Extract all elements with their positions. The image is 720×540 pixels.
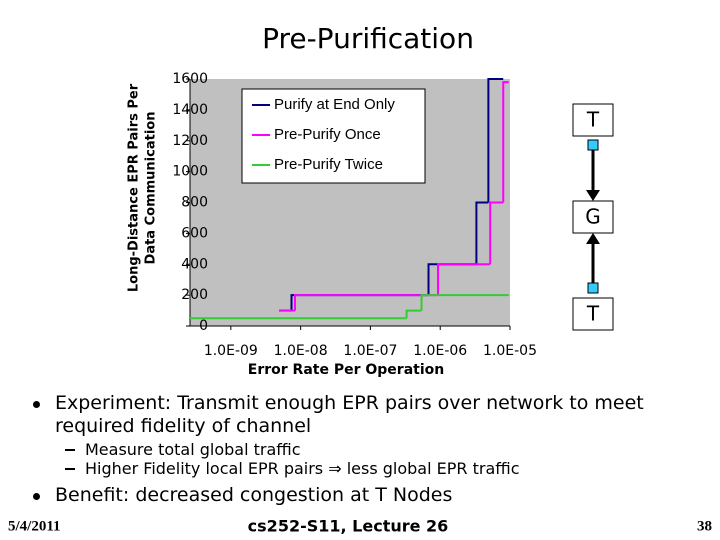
node-port	[587, 282, 599, 294]
node-label: G	[585, 205, 601, 229]
node-box	[572, 103, 614, 137]
x-tick-label: 1.0E-09	[204, 343, 258, 359]
step-segment	[420, 294, 509, 311]
bullet-marker	[65, 468, 75, 470]
x-tick-label: 1.0E-06	[413, 343, 467, 359]
node-box	[572, 297, 614, 331]
text: Experiment: Transmit enough EPR pairs ov…	[55, 392, 644, 437]
step-segment	[475, 201, 489, 265]
arrow-head	[586, 190, 600, 201]
arrow-head	[586, 233, 600, 244]
x-tick-label: 1.0E-07	[343, 343, 397, 359]
footer-page: 38	[697, 518, 712, 534]
x-tick-label: 1.0E-08	[274, 343, 328, 359]
legend-label: Pre-Purify Once	[274, 126, 381, 143]
step-segment	[293, 294, 439, 311]
bullet-marker	[33, 401, 40, 408]
y-tick-label: 400	[181, 256, 208, 272]
y-axis-label: Long-Distance EPR Pairs Per	[127, 83, 142, 292]
step-segment	[502, 81, 509, 203]
step-segment	[487, 78, 504, 203]
y-tick-label: 800	[181, 195, 208, 211]
x-axis-label: Error Rate Per Operation	[248, 362, 444, 378]
step-segment	[405, 309, 422, 319]
node-diagram: T G T	[572, 103, 614, 331]
bullet-marker	[65, 449, 75, 451]
text: Benefit: decreased congestion at T Nodes	[55, 484, 453, 506]
node-port	[587, 139, 599, 151]
footer-date: 5/4/2011	[8, 518, 61, 534]
sub-bullet: Measure total global traffic	[65, 440, 685, 459]
text: Higher Fidelity local EPR pairs ⇒ less g…	[85, 459, 520, 478]
legend-box	[241, 88, 426, 184]
node-label: T	[586, 302, 600, 326]
legend-label: Purify at End Only	[274, 96, 395, 113]
y-tick-label: 200	[181, 287, 208, 303]
y-axis-label: Data Communication	[144, 112, 159, 265]
x-tick-label: 1.0E-05	[483, 343, 537, 359]
bullet: Experiment: Transmit enough EPR pairs ov…	[33, 392, 695, 438]
bullet: Benefit: decreased congestion at T Nodes	[33, 484, 695, 507]
legend-label: Pre-Purify Twice	[274, 156, 383, 173]
sub-bullet: Higher Fidelity local EPR pairs ⇒ less g…	[65, 459, 685, 478]
footer-course: cs252-S11, Lecture 26	[248, 517, 449, 536]
slide-title: Pre-Purification	[262, 22, 474, 55]
node-label: T	[586, 108, 600, 132]
y-tick-label: 600	[181, 225, 208, 241]
step-segment	[437, 263, 491, 296]
step-segment	[489, 201, 504, 265]
bullet-marker	[33, 493, 40, 500]
text: Measure total global traffic	[85, 440, 301, 459]
